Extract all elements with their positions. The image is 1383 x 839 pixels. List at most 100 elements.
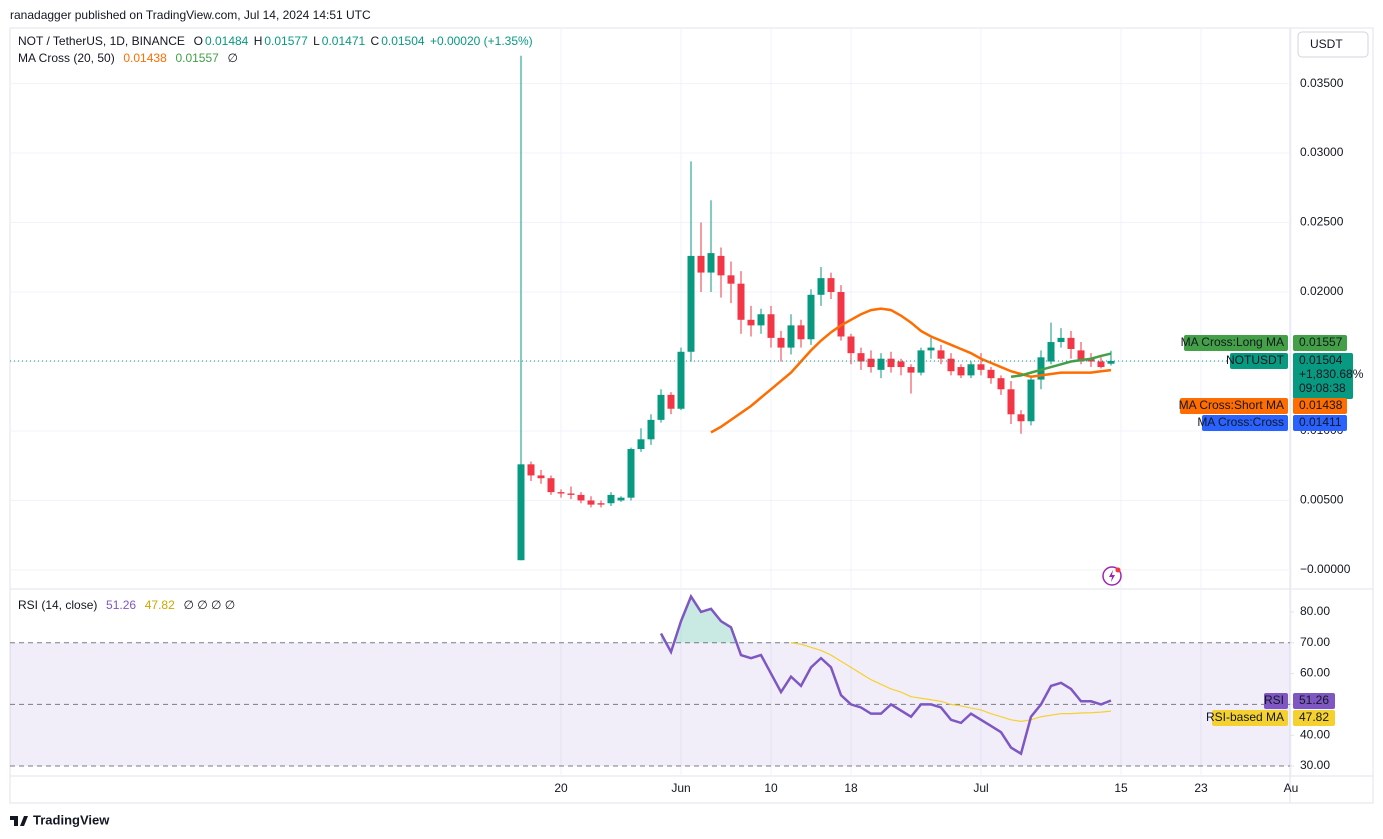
last-price-label-name: NOTUSDT <box>1226 353 1285 367</box>
indicator-title: MA Cross (20, 50) <box>18 51 115 65</box>
change: +0.00020 (+1.35%) <box>429 34 533 48</box>
candle-body <box>957 367 965 376</box>
long-ma-value: 0.01557 <box>175 51 219 65</box>
short-ma-label-value: 0.01438 <box>1299 398 1343 412</box>
candle-body <box>797 325 805 340</box>
ohlc-letter: O <box>193 34 203 48</box>
currency-button[interactable] <box>1297 31 1369 58</box>
short-ma-label-name: MA Cross:Short MA <box>1179 398 1284 412</box>
y-tick-label: 0.02500 <box>1300 215 1344 229</box>
long-ma-label-name: MA Cross:Long MA <box>1181 335 1284 349</box>
x-tick-label: 20 <box>554 781 568 795</box>
candle-body <box>767 314 775 338</box>
x-tick-label: 18 <box>844 781 858 795</box>
candle-body <box>657 394 665 420</box>
last-price-label-value-box <box>1293 353 1353 399</box>
x-tick-label: 23 <box>1194 781 1208 795</box>
candle-body <box>757 314 765 326</box>
candle-body <box>997 378 1005 390</box>
candle-body <box>887 358 895 368</box>
candle-body <box>737 283 745 320</box>
y-tick-label: 0.02000 <box>1300 284 1344 298</box>
brand: TradingView <box>33 812 110 827</box>
candle-body <box>847 336 855 354</box>
candle-body <box>1027 379 1035 422</box>
rsi-extra: ∅ ∅ ∅ ∅ <box>183 598 236 612</box>
symbol-title: NOT / TetherUS, 1D, BINANCE <box>18 34 185 48</box>
rsi-value: 51.26 <box>106 598 137 612</box>
long-ma-label-value-box <box>1293 335 1347 351</box>
candle-body <box>897 361 905 368</box>
rsi-value: 51.26 <box>1299 693 1329 707</box>
rsi-title: RSI (14, close) <box>18 598 98 612</box>
candle-body <box>987 369 995 379</box>
axes: 20Jun1018Jul1523Au−0.000000.005000.01000… <box>554 76 1363 795</box>
candle-body <box>727 275 735 284</box>
candle-body <box>917 350 925 373</box>
candle-body <box>697 255 705 273</box>
candle-body <box>937 350 945 359</box>
candle-body <box>627 449 635 498</box>
y-tick-label: −0.00000 <box>1300 562 1351 576</box>
candle-body <box>1097 361 1105 368</box>
alert-icon[interactable] <box>1102 566 1122 586</box>
rsi-name-box <box>1212 710 1288 726</box>
rsi-pane <box>10 593 1290 767</box>
x-tick-label: Au <box>1284 781 1299 795</box>
cross-label-name: MA Cross:Cross <box>1197 415 1284 429</box>
last-price-label-name-box <box>1230 353 1288 369</box>
candle-body <box>907 367 915 373</box>
y-tick-label: 70.00 <box>1300 635 1330 649</box>
ohlc-letter: H <box>253 34 263 48</box>
last-price-label-value: 0.01504 <box>1299 353 1343 367</box>
candle-body <box>667 394 675 409</box>
candle-body <box>787 325 795 348</box>
candle-body <box>1087 358 1095 362</box>
candle-body <box>607 494 615 504</box>
indicator-legend: MA Cross (20, 50) 0.01438 0.01557 ∅ <box>18 50 240 66</box>
candle-body <box>977 364 985 370</box>
candle-body <box>777 337 785 348</box>
rsi-value-box <box>1293 693 1335 709</box>
x-tick-label: 15 <box>1114 781 1128 795</box>
y-tick-label: 80.00 <box>1300 604 1330 618</box>
candle-body <box>837 292 845 337</box>
y-tick-label: 40.00 <box>1300 727 1330 741</box>
candle-body <box>1057 337 1065 343</box>
cross-label-value: 0.01411 <box>1299 415 1342 429</box>
last-change: +1,830.68% <box>1299 367 1364 381</box>
candle-body <box>567 493 575 495</box>
rsi-ma-value: 47.82 <box>144 598 175 612</box>
short-ma-label-name-box <box>1180 398 1288 414</box>
indicator-extra: ∅ <box>227 51 238 65</box>
candle-body <box>807 294 815 340</box>
cross-label-name-box <box>1202 415 1288 431</box>
candle-body <box>687 255 695 352</box>
candle-body <box>617 497 625 501</box>
candle-body <box>817 278 825 295</box>
candle-body <box>637 439 645 450</box>
candle-body <box>647 419 655 440</box>
y-tick-label: 0.00500 <box>1300 493 1344 507</box>
candle-body <box>717 255 725 276</box>
candle-body <box>1017 414 1025 422</box>
candle-body <box>677 351 685 409</box>
y-tick-label: 0.03500 <box>1300 76 1344 90</box>
logo <box>10 816 28 826</box>
symbol-legend: NOT / TetherUS, 1D, BINANCE O 0.01484 H 0.… <box>18 33 535 49</box>
candle-body <box>1007 389 1015 415</box>
y-tick-label: 0.03000 <box>1300 145 1344 159</box>
rsi-line <box>659 593 1112 756</box>
x-tick-label: Jul <box>973 781 988 795</box>
candle-body <box>967 364 975 376</box>
candle-body <box>1107 360 1115 364</box>
rsi-legend: RSI (14, close) 51.26 47.82 ∅ ∅ ∅ ∅ <box>18 597 237 613</box>
candle-body <box>857 353 865 362</box>
candle-body <box>537 475 545 479</box>
candle-body <box>927 347 935 351</box>
price-pane <box>10 55 1290 561</box>
candle-body <box>877 358 885 370</box>
currency[interactable]: USDT <box>1310 37 1343 51</box>
ma-line <box>710 307 1112 434</box>
